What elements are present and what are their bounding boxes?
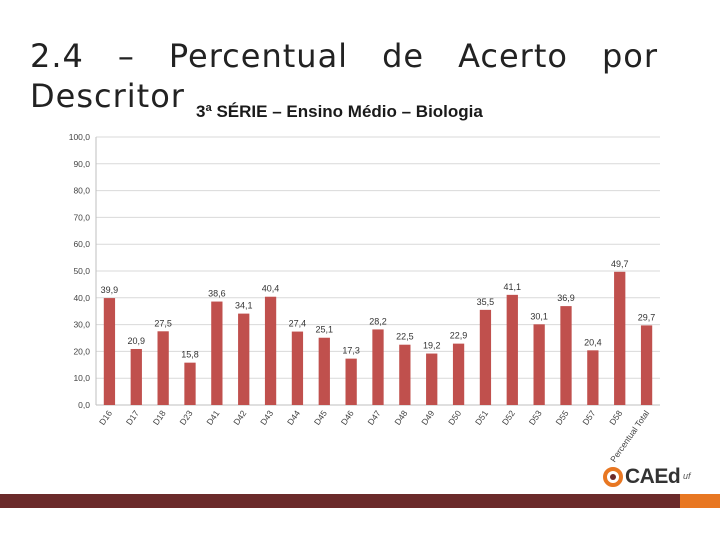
- bar: [452, 343, 465, 405]
- data-label: 22,5: [396, 332, 414, 342]
- caed-logo-text: CAEd: [625, 465, 681, 488]
- x-tick-label: D23: [178, 408, 195, 427]
- caed-logo-icon: [603, 467, 623, 487]
- x-tick-label: D17: [124, 408, 141, 427]
- x-tick-label: D55: [554, 408, 571, 427]
- bar: [426, 353, 438, 405]
- x-tick-label: D50: [446, 408, 463, 427]
- bar: [479, 309, 492, 405]
- data-label: 27,5: [154, 318, 172, 328]
- y-tick-label: 10,0: [73, 373, 90, 383]
- bar: [130, 348, 142, 405]
- x-tick-label: D16: [97, 408, 114, 427]
- bar: [345, 358, 357, 405]
- bar: [640, 325, 653, 405]
- y-tick-label: 60,0: [73, 239, 90, 249]
- data-label: 17,3: [342, 346, 360, 356]
- data-label: 22,9: [450, 331, 468, 341]
- x-tick-label: D49: [419, 408, 436, 427]
- bar: [587, 350, 599, 405]
- bar: [614, 271, 626, 405]
- bar: [157, 331, 169, 405]
- data-label: 19,2: [423, 341, 441, 351]
- x-tick-label: D42: [231, 408, 248, 427]
- bar: [264, 296, 277, 405]
- x-tick-label: D18: [151, 408, 168, 427]
- bar: [399, 344, 411, 405]
- y-tick-label: 80,0: [73, 186, 90, 196]
- y-tick-label: 30,0: [73, 320, 90, 330]
- y-tick-label: 50,0: [73, 266, 90, 276]
- bar: [533, 324, 545, 405]
- x-tick-label: D58: [607, 408, 624, 427]
- x-tick-label: D48: [392, 408, 409, 427]
- x-tick-label: D47: [366, 408, 383, 427]
- y-tick-label: 70,0: [73, 212, 90, 222]
- data-label: 49,7: [611, 259, 629, 269]
- bar: [184, 362, 196, 405]
- x-tick-label: D53: [527, 408, 544, 427]
- data-label: 38,6: [208, 289, 226, 299]
- bar: [211, 301, 223, 405]
- data-label: 41,1: [504, 282, 522, 292]
- y-tick-label: 0,0: [78, 400, 90, 410]
- y-tick-label: 100,0: [69, 132, 91, 142]
- data-label: 15,8: [181, 350, 199, 360]
- bar: [506, 294, 518, 405]
- bar: [238, 313, 250, 405]
- x-tick-label: D44: [285, 408, 302, 427]
- data-label: 39,9: [101, 285, 119, 295]
- bar: [291, 331, 304, 405]
- y-tick-label: 40,0: [73, 293, 90, 303]
- data-label: 40,4: [262, 284, 280, 294]
- footer-accent: [680, 494, 720, 508]
- x-tick-label: D45: [312, 408, 329, 427]
- y-tick-label: 90,0: [73, 159, 90, 169]
- data-label: 29,7: [638, 312, 656, 322]
- bar: [372, 329, 384, 405]
- x-tick-label: D43: [258, 408, 275, 427]
- data-label: 20,9: [128, 336, 146, 346]
- data-label: 27,4: [289, 319, 307, 329]
- data-label: 25,1: [316, 325, 334, 335]
- y-tick-label: 20,0: [73, 346, 90, 356]
- data-label: 30,1: [530, 311, 548, 321]
- bar: [318, 337, 330, 405]
- bar: [103, 298, 116, 405]
- caed-logo: CAEd uf: [603, 465, 703, 489]
- x-tick-label: D51: [473, 408, 490, 427]
- bar: [560, 306, 572, 405]
- data-label: 35,5: [477, 297, 495, 307]
- caed-logo-sub: uf: [683, 471, 691, 481]
- x-tick-label: D46: [339, 408, 356, 427]
- data-label: 20,4: [584, 337, 602, 347]
- chart-title: 3ª SÉRIE – Ensino Médio – Biologia: [196, 102, 483, 121]
- bar-chart: 0,0 10,0 20,0 30,0 40,0 50,0 60,0 70,0 80,0 90,0 1…: [69, 132, 660, 464]
- data-label: 34,1: [235, 301, 253, 311]
- slide-title: 2.4 – Percentual de Acerto por Descritor: [30, 37, 658, 115]
- x-tick-label: D52: [500, 408, 517, 427]
- x-tick-label: D41: [204, 408, 221, 427]
- x-tick-label: D57: [580, 408, 597, 427]
- footer-bar: [0, 494, 720, 508]
- data-label: 36,9: [557, 293, 575, 303]
- data-label: 28,2: [369, 316, 387, 326]
